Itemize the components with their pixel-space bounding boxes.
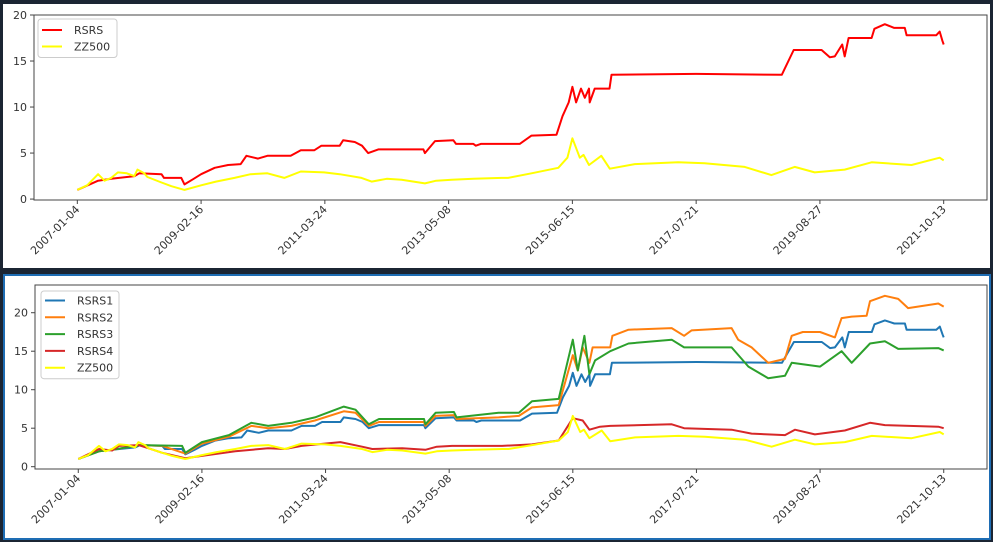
x-tick-label: 2007-01-04 xyxy=(28,203,82,257)
legend: RSRS1 RSRS2 RSRS3 RSRS4 ZZ500 xyxy=(40,290,120,380)
y-tick-label: 5 xyxy=(21,422,28,435)
y-tick-label: 10 xyxy=(14,384,28,397)
x-tick-label: 2017-07-21 xyxy=(647,472,701,526)
top-chart-panel xyxy=(3,4,990,268)
x-tick-label: 2021-10-13 xyxy=(894,203,948,257)
x-tick-label: 2013-05-08 xyxy=(400,472,454,526)
x-tick-label: 2019-08-27 xyxy=(771,472,825,526)
axes-frame xyxy=(33,14,988,201)
series-line-zz500 xyxy=(76,137,945,191)
x-tick-label: 2009-02-16 xyxy=(152,203,206,257)
chart-2: 0 5 10 15 20 2007-01-04 2009-02-16 2011-03-24 20… xyxy=(14,284,988,526)
legend-label-rsrs1: RSRS1 xyxy=(77,295,113,308)
legend-box xyxy=(40,290,120,380)
y-tick-label: 0 xyxy=(20,193,27,206)
x-tick-label: 2009-02-16 xyxy=(153,472,207,526)
x-tick-label: 2011-03-24 xyxy=(276,472,330,526)
legend-label-rsrs3: RSRS3 xyxy=(77,328,113,341)
x-tick-label: 2017-07-21 xyxy=(647,203,701,257)
legend-label-rsrs: RSRS xyxy=(74,24,103,37)
legend-label-rsrs4: RSRS4 xyxy=(77,345,113,358)
legend-box xyxy=(37,18,118,58)
x-tick-label: 2013-05-08 xyxy=(399,203,453,257)
y-tick-label: 10 xyxy=(13,101,27,114)
series-line-zz500 xyxy=(77,414,945,460)
legend-label-zz500: ZZ500 xyxy=(77,362,113,375)
y-tick-label: 20 xyxy=(13,9,27,22)
legend-label-rsrs2: RSRS2 xyxy=(77,311,113,324)
legend-label-zz500: ZZ500 xyxy=(74,41,110,54)
x-tick-label: 2021-10-13 xyxy=(894,472,948,526)
y-tick-label: 20 xyxy=(14,307,28,320)
y-tick-label: 15 xyxy=(14,345,28,358)
series-line-rsrs3 xyxy=(77,334,945,460)
axes-frame xyxy=(34,284,988,470)
x-tick-label: 2007-01-04 xyxy=(29,472,83,526)
x-tick-label: 2019-08-27 xyxy=(771,203,825,257)
x-tick-label: 2011-03-24 xyxy=(276,203,330,257)
y-tick-label: 5 xyxy=(20,147,27,160)
legend: RSRS ZZ500 xyxy=(37,18,118,58)
series-line-rsrs1 xyxy=(77,319,945,460)
y-tick-label: 0 xyxy=(21,461,28,474)
series-line-rsrs xyxy=(76,23,945,191)
x-tick-label: 2015-06-15 xyxy=(523,203,577,257)
y-tick-label: 15 xyxy=(13,55,27,68)
bottom-chart-panel xyxy=(3,274,991,540)
x-tick-label: 2015-06-15 xyxy=(524,472,578,526)
chart-1: 0 5 10 15 20 2007-01-04 2009-02-16 2011-03-24 20… xyxy=(13,9,988,257)
